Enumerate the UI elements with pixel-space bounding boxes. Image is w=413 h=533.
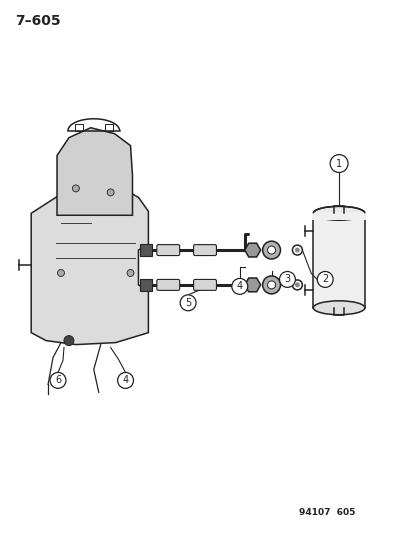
Text: 7–605: 7–605 [15, 14, 61, 28]
Circle shape [316, 271, 332, 287]
Polygon shape [57, 128, 132, 215]
Circle shape [294, 282, 299, 287]
Circle shape [267, 246, 275, 254]
Polygon shape [31, 184, 148, 345]
Circle shape [330, 155, 347, 173]
Text: 4: 4 [236, 281, 242, 292]
Text: 4: 4 [122, 375, 128, 385]
Circle shape [64, 336, 74, 345]
Bar [313, 213, 364, 308]
Bar [140, 279, 152, 291]
FancyBboxPatch shape [193, 245, 216, 255]
FancyBboxPatch shape [157, 245, 179, 255]
Polygon shape [244, 243, 260, 257]
Polygon shape [244, 278, 260, 292]
Circle shape [127, 270, 134, 277]
Circle shape [292, 245, 301, 255]
FancyBboxPatch shape [157, 279, 179, 290]
Circle shape [231, 278, 247, 294]
Circle shape [57, 270, 64, 277]
Ellipse shape [313, 206, 364, 220]
Circle shape [117, 373, 133, 389]
Circle shape [294, 248, 299, 253]
Circle shape [262, 276, 280, 294]
Text: 5: 5 [185, 298, 191, 308]
Text: 2: 2 [321, 274, 328, 285]
Circle shape [72, 185, 79, 192]
Circle shape [279, 271, 295, 287]
Circle shape [262, 241, 280, 259]
Circle shape [180, 295, 196, 311]
Ellipse shape [313, 301, 364, 315]
Circle shape [292, 280, 301, 290]
Circle shape [267, 281, 275, 289]
Text: 94107  605: 94107 605 [299, 508, 355, 516]
Text: 3: 3 [284, 274, 290, 285]
FancyBboxPatch shape [193, 279, 216, 290]
Circle shape [107, 189, 114, 196]
Circle shape [50, 373, 66, 389]
Bar [311, 212, 365, 220]
Text: 6: 6 [55, 375, 61, 385]
Text: 1: 1 [335, 158, 341, 168]
Bar [140, 244, 152, 256]
